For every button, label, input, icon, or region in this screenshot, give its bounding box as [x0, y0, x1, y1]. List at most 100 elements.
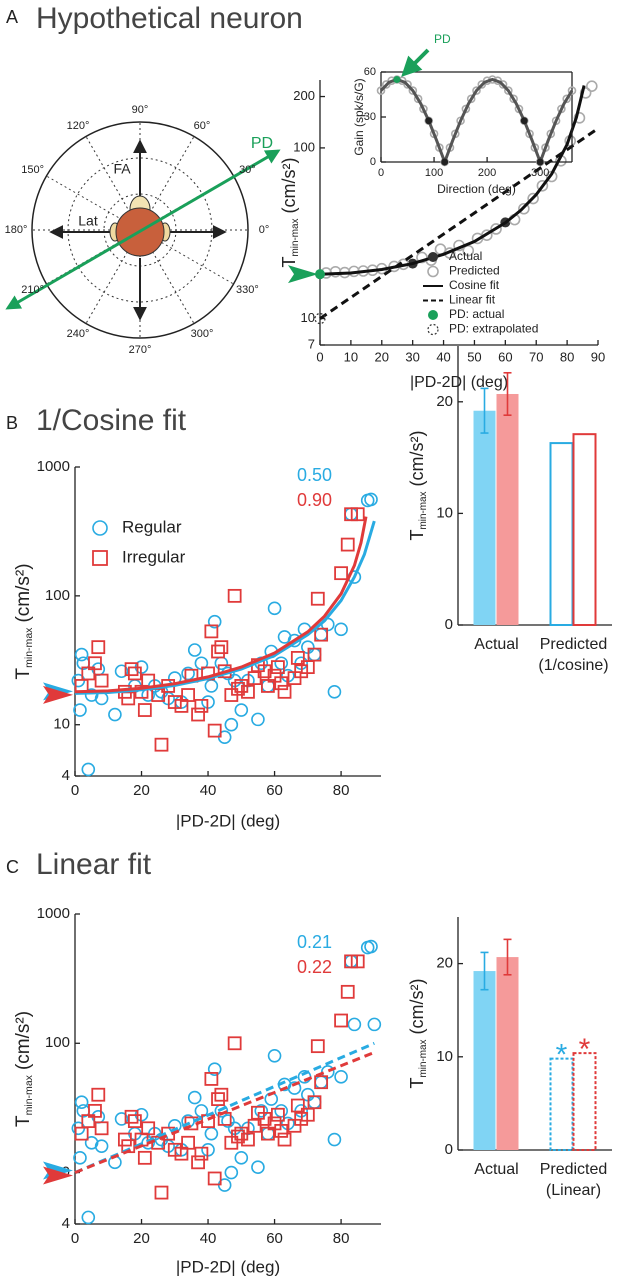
data-point	[141, 1121, 156, 1136]
legend-label: Regular	[122, 517, 182, 536]
polar-diagram: FA Lat PD	[5, 121, 281, 339]
data-point	[211, 1092, 225, 1106]
legend-label: PD: actual	[449, 307, 504, 321]
data-point	[340, 984, 355, 999]
data-point	[314, 1075, 329, 1090]
bar	[473, 971, 496, 1150]
data-point	[207, 1171, 222, 1186]
data-point	[536, 158, 544, 166]
data-point	[127, 666, 142, 681]
x-tick-label: 30	[405, 349, 419, 364]
legend-label: Predicted	[449, 264, 500, 278]
angle-label: 180°	[5, 224, 28, 236]
y-tick-label: 1000	[37, 458, 70, 475]
data-point	[204, 1072, 219, 1086]
bar	[549, 442, 574, 627]
x-tick-label: Actual	[474, 1161, 519, 1178]
data-point	[241, 684, 255, 699]
y-tick-label: 30	[364, 111, 376, 123]
data-point	[234, 703, 249, 717]
y-axis-label: Tmin-max (cm/s²)	[407, 979, 429, 1089]
data-point	[251, 1160, 265, 1175]
y-tick-label: 4	[62, 1215, 70, 1232]
y-tick-label: 7	[308, 336, 315, 351]
data-point	[187, 1090, 202, 1105]
panel-title: Hypothetical neuron	[36, 2, 303, 35]
angle-label: 90°	[132, 104, 149, 116]
pd-label: PD	[251, 135, 273, 152]
angle-label: 210°	[21, 284, 44, 296]
y-tick-label: 10	[436, 504, 453, 521]
data-point	[204, 1126, 219, 1141]
pd-arrow	[43, 1166, 73, 1185]
y-label-part: min-max	[23, 1074, 35, 1115]
data-point	[425, 117, 433, 125]
data-point	[254, 1104, 269, 1118]
data-point	[81, 1210, 96, 1225]
x-tick-label: 20	[133, 782, 150, 799]
data-point	[504, 86, 513, 95]
data-point	[509, 94, 518, 104]
y-axis-label: Tmin-max (cm/s²)	[13, 1011, 35, 1127]
data-point	[227, 1036, 242, 1051]
y-tick-label: 10	[53, 716, 70, 733]
data-point	[191, 707, 205, 722]
x-tick-label: 80	[333, 782, 350, 799]
data-point	[154, 1185, 169, 1200]
data-point	[367, 1017, 382, 1032]
x-tick-label: Actual	[474, 636, 519, 653]
x-tick-label: 0	[316, 349, 323, 364]
x-tick-label: 80	[560, 349, 574, 364]
data-point	[124, 1109, 139, 1124]
data-point	[274, 1104, 289, 1118]
fit-line	[319, 85, 586, 276]
data-point	[536, 179, 549, 192]
data-point	[224, 717, 239, 732]
data-point	[314, 627, 329, 642]
legend-marker	[427, 265, 439, 278]
data-point	[194, 698, 209, 713]
significance-mark: *	[579, 1033, 591, 1066]
data-point	[74, 647, 89, 662]
legend-label: Linear fit	[449, 293, 496, 307]
data-point	[114, 1112, 129, 1126]
x-tick-label: 100	[425, 167, 443, 179]
data-point	[274, 656, 289, 671]
category-label-box: Predicted (Linear)	[540, 1161, 608, 1199]
data-point	[573, 112, 586, 124]
data-point	[231, 681, 245, 696]
y-tick-label: 10	[436, 1048, 453, 1065]
data-point	[480, 229, 493, 241]
data-point	[121, 691, 136, 706]
fa-label: FA	[113, 161, 131, 177]
panel-label: B	[6, 413, 18, 433]
data-point	[94, 1139, 109, 1153]
data-point	[241, 1132, 255, 1147]
legend-marker	[92, 520, 108, 536]
data-point	[251, 712, 265, 727]
y-tick-label: 20	[436, 393, 453, 410]
x-tick-label: 40	[436, 349, 450, 364]
data-point	[274, 1123, 289, 1138]
y-label-part: (cm/s²)	[13, 1011, 34, 1070]
data-point	[287, 1081, 302, 1095]
x-tick-label: 300	[531, 167, 549, 179]
x-tick-label: 40	[200, 782, 217, 799]
data-point	[214, 640, 229, 655]
y-tick-label: 0	[445, 1141, 453, 1158]
y-label-part: min-max	[290, 218, 301, 256]
data-point	[94, 1121, 109, 1136]
data-point	[88, 656, 102, 671]
bar	[473, 410, 496, 625]
legend-marker	[428, 310, 438, 320]
panel-label: C	[6, 857, 19, 877]
data-point	[350, 954, 365, 969]
data-point	[472, 86, 481, 95]
legend-marker	[428, 252, 438, 262]
data-point	[350, 507, 365, 522]
y-tick-label: 100	[45, 587, 70, 604]
fit-line	[74, 516, 368, 694]
data-point	[108, 707, 122, 722]
y-label-part: T	[407, 1077, 427, 1088]
